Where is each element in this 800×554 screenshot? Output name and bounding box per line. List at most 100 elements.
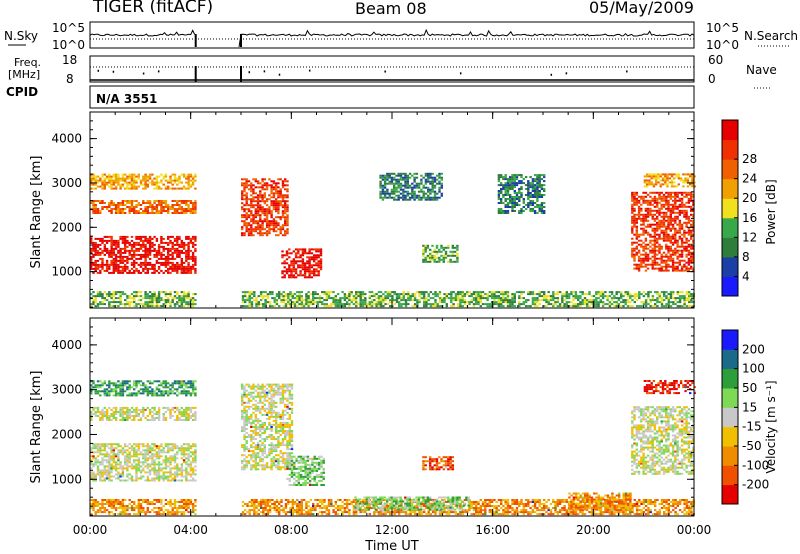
echo-cell bbox=[540, 204, 544, 206]
echo-cell bbox=[128, 455, 131, 458]
echo-cell bbox=[164, 259, 168, 262]
echo-cell bbox=[506, 295, 510, 298]
echo-cell bbox=[379, 297, 383, 300]
echo-cell bbox=[678, 235, 681, 238]
echo-cell bbox=[334, 301, 337, 304]
echo-cell bbox=[543, 184, 546, 187]
echo-cell bbox=[296, 297, 299, 300]
echo-cell bbox=[395, 194, 398, 197]
echo-cell bbox=[692, 229, 695, 232]
echo-cell bbox=[245, 230, 248, 233]
echo-cell bbox=[633, 259, 636, 262]
echo-cell bbox=[433, 186, 437, 189]
echo-cell bbox=[398, 303, 401, 306]
echo-cell bbox=[151, 443, 154, 446]
echo-cell bbox=[160, 257, 163, 260]
echo-cell bbox=[241, 208, 244, 211]
echo-cell bbox=[680, 223, 684, 226]
echo-cell bbox=[665, 303, 668, 306]
echo-cell bbox=[266, 295, 270, 298]
echo-cell bbox=[245, 196, 248, 199]
echo-cell bbox=[527, 182, 530, 185]
echo-cell bbox=[121, 204, 125, 206]
echo-cell bbox=[119, 185, 122, 188]
echo-cell bbox=[635, 299, 639, 302]
echo-cell bbox=[144, 177, 147, 180]
echo-cell bbox=[246, 299, 249, 302]
echo-cell bbox=[490, 297, 494, 300]
echo-cell bbox=[176, 204, 179, 206]
echo-cell bbox=[350, 301, 353, 304]
echo-cell bbox=[268, 208, 271, 211]
echo-cell bbox=[263, 208, 266, 211]
echo-cell bbox=[631, 205, 634, 208]
echo-cell bbox=[90, 175, 93, 178]
echo-cell bbox=[680, 251, 684, 254]
echo-cell bbox=[130, 247, 134, 250]
echo-cell bbox=[355, 291, 358, 294]
echo-cell bbox=[139, 465, 143, 468]
echo-cell bbox=[169, 305, 172, 308]
echo-cell bbox=[640, 195, 643, 198]
echo-cell bbox=[160, 253, 163, 256]
echo-cell bbox=[133, 261, 136, 264]
echo-cell bbox=[301, 258, 305, 261]
echo-cell bbox=[669, 241, 672, 244]
echo-cell bbox=[286, 210, 289, 213]
echo-cell bbox=[540, 196, 544, 198]
echo-cell bbox=[142, 187, 145, 190]
echo-cell bbox=[676, 211, 679, 214]
echo-cell bbox=[669, 259, 672, 262]
echo-cell bbox=[592, 305, 596, 308]
echo-cell bbox=[124, 463, 127, 466]
echo-cell bbox=[151, 469, 154, 472]
echo-cell bbox=[429, 188, 432, 191]
echo-cell bbox=[441, 299, 444, 302]
echo-cell bbox=[261, 200, 264, 203]
echo-cell bbox=[310, 266, 314, 269]
echo-cell bbox=[162, 479, 165, 482]
echo-cell bbox=[381, 174, 385, 177]
echo-cell bbox=[153, 265, 156, 268]
echo-cell bbox=[103, 177, 106, 180]
echo-cell bbox=[101, 469, 104, 472]
y-tick-label: 2000 bbox=[51, 220, 82, 234]
echo-cell bbox=[678, 245, 681, 248]
echo-cell bbox=[640, 243, 643, 246]
echo-cell bbox=[300, 291, 303, 294]
echo-cell bbox=[171, 457, 174, 460]
echo-cell bbox=[92, 210, 95, 212]
echo-cell bbox=[126, 475, 129, 478]
echo-cell bbox=[683, 215, 686, 218]
echo-cell bbox=[683, 259, 686, 262]
echo-cell bbox=[377, 299, 381, 302]
echo-cell bbox=[527, 305, 530, 308]
echo-cell bbox=[608, 295, 612, 298]
echo-cell bbox=[379, 303, 383, 306]
echo-cell bbox=[453, 250, 457, 253]
echo-cell bbox=[588, 291, 591, 294]
echo-cell bbox=[243, 220, 246, 223]
echo-cell bbox=[128, 212, 131, 214]
echo-cell bbox=[268, 212, 271, 215]
echo-cell bbox=[137, 463, 140, 466]
echo-cell bbox=[667, 237, 670, 240]
echo-cell bbox=[424, 246, 427, 249]
echo-cell bbox=[144, 179, 147, 182]
echo-cell bbox=[422, 192, 425, 195]
echo-cell bbox=[422, 194, 425, 197]
echo-cell bbox=[660, 237, 663, 240]
echo-cell bbox=[513, 176, 516, 179]
echo-cell bbox=[241, 295, 245, 298]
echo-cell bbox=[345, 301, 349, 304]
echo-cell bbox=[94, 479, 97, 482]
echo-cell bbox=[148, 261, 152, 264]
echo-cell bbox=[241, 206, 244, 209]
echo-cell bbox=[665, 207, 668, 210]
echo-cell bbox=[301, 260, 305, 263]
echo-cell bbox=[117, 301, 120, 304]
echo-cell bbox=[259, 293, 263, 296]
echo-cell bbox=[685, 265, 688, 268]
echo-cell bbox=[665, 291, 668, 294]
echo-cell bbox=[451, 254, 454, 257]
